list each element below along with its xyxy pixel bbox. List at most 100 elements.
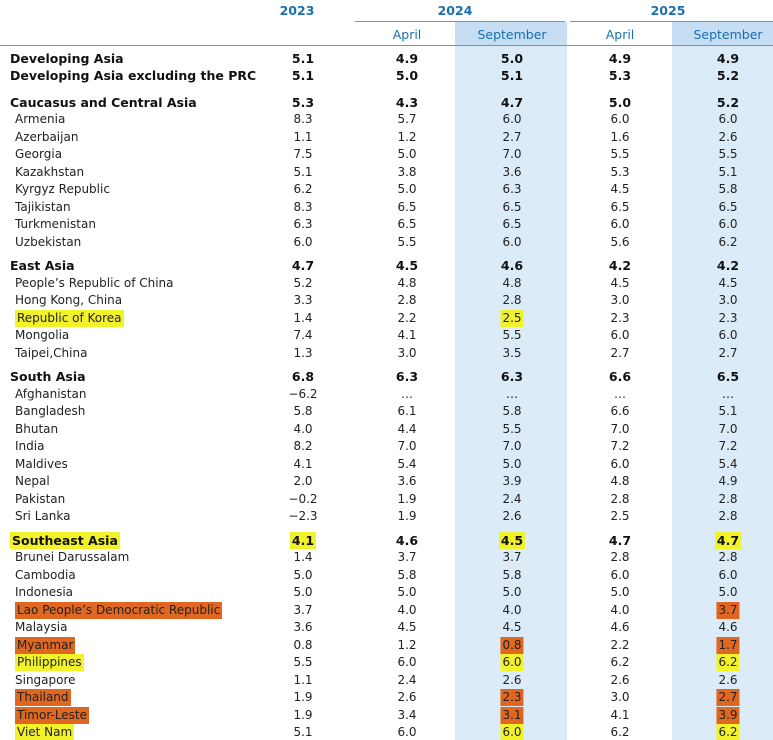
- row-label: People’s Republic of China: [15, 275, 174, 290]
- cell-value: 2.7: [716, 689, 740, 706]
- cell-value: 5.0: [718, 585, 738, 599]
- cell-value: 5.2: [716, 94, 740, 110]
- cell-value: 5.0: [502, 585, 522, 599]
- cell-value: 1.2: [397, 129, 417, 144]
- cell-value: 5.0: [502, 456, 522, 471]
- cell-value: 4.9: [718, 474, 738, 488]
- cell-value: 4.1: [289, 531, 317, 549]
- cell-value: 4.0: [610, 602, 630, 617]
- cell-value: 2.6: [502, 509, 522, 523]
- cell-value: 2.7: [718, 345, 738, 360]
- cell-value: 5.1: [293, 164, 313, 179]
- cell-value: 6.2: [716, 724, 740, 740]
- cell-value: 5.8: [502, 567, 522, 582]
- row-label: South Asia: [10, 369, 86, 384]
- cell-value: 2.8: [718, 550, 738, 564]
- row-label: India: [15, 439, 45, 453]
- row-label: Turkmenistan: [15, 217, 96, 231]
- cell-value: 5.3: [291, 94, 315, 110]
- cell-value: 5.5: [502, 328, 522, 342]
- cell-value: 6.6: [610, 404, 630, 418]
- cell-value: 4.3: [395, 94, 419, 110]
- cell-value: 4.1: [293, 456, 313, 471]
- cell-value: 4.5: [397, 620, 417, 634]
- cell-value: 5.5: [502, 421, 522, 436]
- cell-value: 1.1: [293, 129, 313, 144]
- row-label: Caucasus and Central Asia: [10, 94, 197, 110]
- cell-value: 3.0: [718, 293, 738, 307]
- cell-value: 4.5: [498, 531, 526, 549]
- cell-value: 2.3: [610, 310, 630, 325]
- cell-value: 5.8: [293, 404, 313, 418]
- cell-value: …: [401, 386, 413, 401]
- cell-value: 2.6: [397, 690, 417, 704]
- cell-value: 5.3: [610, 164, 630, 179]
- cell-value: 4.9: [395, 50, 419, 66]
- cell-value: 4.6: [610, 620, 630, 634]
- cell-value: 6.2: [716, 654, 740, 671]
- cell-value: 2.8: [610, 550, 630, 564]
- cell-value: 1.6: [610, 129, 630, 144]
- cell-value: 5.1: [291, 68, 315, 83]
- cell-value: 5.1: [718, 164, 738, 179]
- cell-value: 7.2: [610, 439, 630, 453]
- cell-value: 5.0: [397, 182, 417, 196]
- row-label: Lao People’s Democratic Republic: [15, 601, 223, 619]
- row-label: Pakistan: [15, 491, 66, 506]
- cell-value: 5.2: [293, 275, 313, 290]
- cell-value: 6.5: [397, 217, 417, 231]
- cell-value: 4.7: [500, 94, 524, 110]
- cell-value: 3.3: [293, 293, 313, 307]
- cell-value: 6.5: [397, 199, 417, 214]
- row-label: Singapore: [15, 672, 76, 687]
- row-label: Armenia: [15, 112, 66, 126]
- column-shade: [672, 22, 773, 740]
- cell-value: 7.5: [293, 147, 313, 161]
- cell-value: 4.8: [502, 275, 522, 290]
- cell-value: 6.8: [291, 369, 315, 384]
- cell-value: 2.3: [718, 310, 738, 325]
- cell-value: 6.0: [293, 234, 313, 249]
- cell-value: 6.0: [502, 112, 522, 126]
- cell-value: 4.5: [610, 182, 630, 196]
- cell-value: 2.2: [397, 310, 417, 325]
- cell-value: 6.5: [502, 199, 522, 214]
- cell-value: 6.0: [610, 112, 630, 126]
- cell-value: 1.9: [397, 509, 417, 523]
- cell-value: 1.4: [293, 310, 313, 325]
- cell-value: 6.0: [610, 217, 630, 231]
- cell-value: 3.4: [397, 707, 417, 722]
- cell-value: 4.4: [397, 421, 417, 436]
- cell-value: 7.0: [718, 421, 738, 436]
- cell-value: 2.6: [718, 129, 738, 144]
- cell-value: …: [722, 386, 734, 401]
- cell-value: 6.3: [395, 369, 419, 384]
- row-label: Southeast Asia: [10, 531, 120, 549]
- cell-value: 2.3: [500, 689, 524, 706]
- row-label: Nepal: [15, 474, 50, 488]
- cell-value: 7.0: [502, 439, 522, 453]
- row-label: Bangladesh: [15, 404, 86, 418]
- cell-value: 2.6: [718, 672, 738, 687]
- header-shade: [672, 22, 773, 45]
- cell-value: 4.5: [502, 620, 522, 634]
- cell-value: 6.3: [502, 182, 522, 196]
- month-header: April: [605, 26, 635, 42]
- row-label: Uzbekistan: [15, 234, 82, 249]
- month-header: September: [693, 26, 763, 42]
- cell-value: 6.5: [502, 217, 522, 231]
- cell-value: 8.3: [293, 199, 313, 214]
- cell-value: 5.4: [397, 456, 417, 471]
- row-label: Afghanistan: [15, 386, 87, 401]
- cell-value: 5.0: [397, 147, 417, 161]
- cell-value: 1.9: [397, 491, 417, 506]
- cell-value: 5.6: [610, 234, 630, 249]
- cell-value: 2.8: [718, 491, 738, 506]
- cell-value: 4.6: [395, 532, 419, 548]
- row-label: Cambodia: [15, 567, 76, 582]
- cell-value: 3.9: [716, 706, 740, 724]
- row-label: Indonesia: [15, 585, 74, 599]
- cell-value: −6.2: [288, 386, 318, 401]
- cell-value: 5.0: [397, 585, 417, 599]
- row-label: Tajikistan: [15, 199, 71, 214]
